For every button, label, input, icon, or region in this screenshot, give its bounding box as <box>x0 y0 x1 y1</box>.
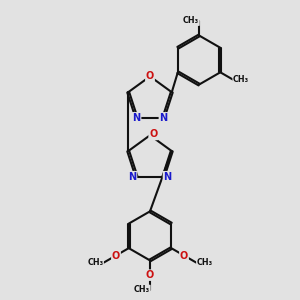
Text: O: O <box>149 130 158 140</box>
Text: CH₃: CH₃ <box>197 258 213 267</box>
Text: CH₃: CH₃ <box>87 258 103 267</box>
Text: CH₃: CH₃ <box>183 16 199 25</box>
Text: O: O <box>180 250 188 260</box>
Text: O: O <box>146 71 154 81</box>
Text: N: N <box>128 172 136 182</box>
Text: O: O <box>112 250 120 260</box>
Text: CH₃: CH₃ <box>134 285 150 294</box>
Text: CH₃: CH₃ <box>233 75 249 84</box>
Text: N: N <box>133 113 141 123</box>
Text: N: N <box>164 172 172 182</box>
Text: N: N <box>159 113 167 123</box>
Text: O: O <box>146 270 154 280</box>
